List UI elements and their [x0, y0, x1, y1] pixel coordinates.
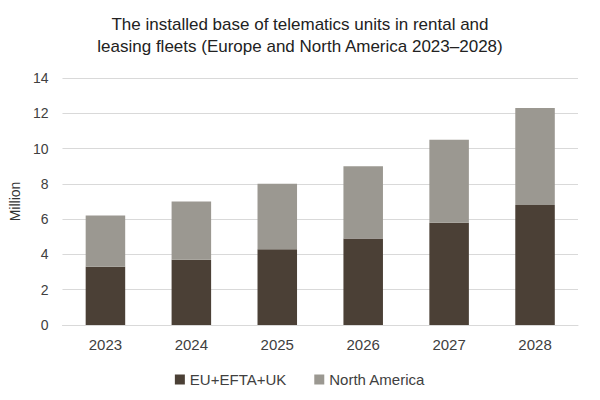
- svg-text:2024: 2024: [175, 336, 208, 353]
- svg-text:leasing fleets (Europe and Nor: leasing fleets (Europe and North America…: [97, 37, 502, 56]
- svg-text:12: 12: [33, 105, 49, 121]
- svg-text:2025: 2025: [261, 336, 294, 353]
- svg-text:The installed base of telemati: The installed base of telematics units i…: [111, 15, 488, 34]
- svg-text:8: 8: [41, 176, 49, 192]
- svg-text:10: 10: [33, 141, 49, 157]
- svg-text:North America: North America: [329, 371, 425, 388]
- svg-text:2023: 2023: [89, 336, 122, 353]
- svg-text:2028: 2028: [518, 336, 551, 353]
- svg-text:2: 2: [41, 282, 49, 298]
- svg-text:EU+EFTA+UK: EU+EFTA+UK: [190, 371, 286, 388]
- svg-text:14: 14: [33, 70, 49, 86]
- svg-text:6: 6: [41, 211, 49, 227]
- svg-text:4: 4: [41, 246, 49, 262]
- svg-text:Million: Million: [7, 182, 23, 222]
- svg-text:2027: 2027: [432, 336, 465, 353]
- svg-text:2026: 2026: [347, 336, 380, 353]
- svg-text:0: 0: [41, 317, 49, 333]
